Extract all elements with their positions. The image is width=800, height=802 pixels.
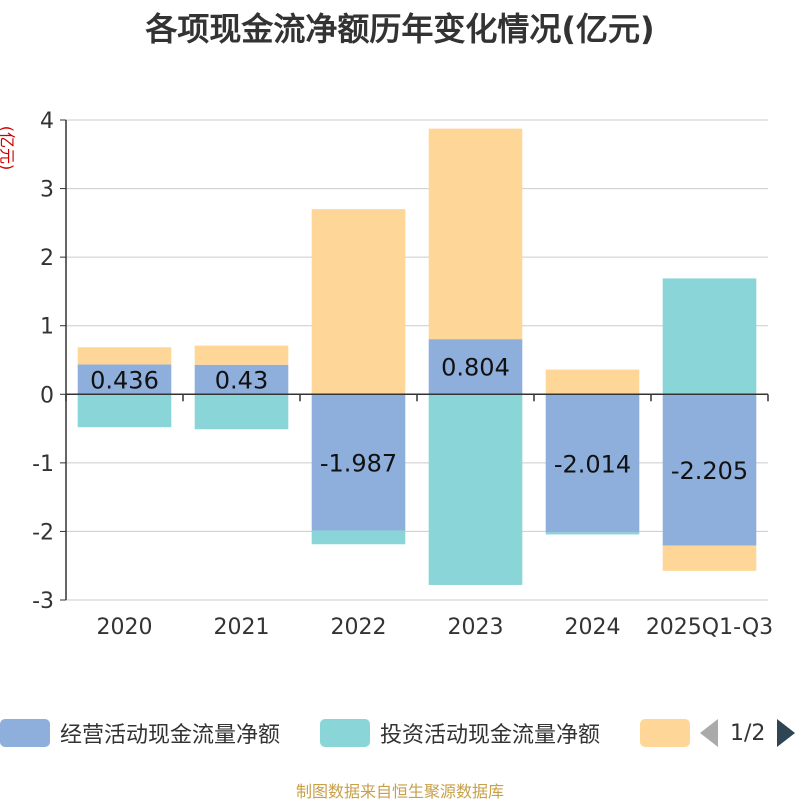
y-tick-label: 4 xyxy=(40,109,54,134)
y-tick-label: 3 xyxy=(40,178,54,203)
y-tick-label: -3 xyxy=(32,589,54,614)
data-label-operating: -2.205 xyxy=(671,457,748,485)
y-tick-label: -1 xyxy=(32,452,54,477)
bar-financing xyxy=(194,345,289,365)
legend: 经营活动现金流量净额 投资活动现金流量净额 1/2 xyxy=(0,712,800,756)
chart-plot: -3 -2 -1 0 1 2 3 4 2020 2021 2022 2023 2024 2025Q1-Q… xyxy=(32,109,773,640)
x-tick-label: 2025Q1-Q3 xyxy=(646,615,773,640)
bar-investing xyxy=(77,394,172,428)
data-label-operating: 0.436 xyxy=(90,366,159,394)
legend-swatch-operating xyxy=(0,719,50,747)
legend-prev-page-icon[interactable] xyxy=(700,719,718,747)
legend-item-financing[interactable] xyxy=(640,718,690,748)
legend-pager: 1/2 xyxy=(700,718,796,748)
x-tick-label: 2020 xyxy=(97,615,153,640)
data-label-operating: 0.804 xyxy=(441,354,510,382)
bar-operating xyxy=(428,339,523,395)
bar-financing xyxy=(662,545,757,571)
data-label-operating: 0.43 xyxy=(215,367,268,395)
bar-operating xyxy=(545,394,640,533)
legend-swatch-financing xyxy=(640,719,690,747)
y-tick-label: 1 xyxy=(40,315,54,340)
y-tick-label: 0 xyxy=(40,383,54,408)
bar-investing xyxy=(311,530,406,545)
legend-label-investing: 投资活动现金流量净额 xyxy=(380,723,601,748)
bar-investing xyxy=(662,278,757,395)
bar-investing xyxy=(545,532,640,535)
legend-swatch-investing xyxy=(320,719,370,747)
y-tick-label: 2 xyxy=(40,246,54,271)
bar-investing xyxy=(428,394,523,585)
bar-financing xyxy=(77,347,172,365)
legend-label-operating: 经营活动现金流量净额 xyxy=(60,723,281,748)
x-tick-label: 2022 xyxy=(331,615,387,640)
legend-page-indicator: 1/2 xyxy=(730,720,766,746)
chart-title: 各项现金流净额历年变化情况(亿元) xyxy=(145,10,655,48)
bar-financing xyxy=(428,128,523,340)
source-note: 制图数据来自恒生聚源数据库 xyxy=(295,782,504,801)
data-label-operating: -1.987 xyxy=(320,449,397,477)
bar-operating xyxy=(194,364,289,395)
data-label-operating: -2.014 xyxy=(554,450,631,478)
y-tick-label: -2 xyxy=(32,520,54,545)
bar-financing xyxy=(545,369,640,395)
bar-operating xyxy=(311,394,406,531)
legend-next-page-icon[interactable] xyxy=(777,719,796,747)
bar-operating xyxy=(77,364,172,395)
bar-financing xyxy=(311,209,406,395)
bar-investing xyxy=(194,394,289,430)
x-tick-label: 2021 xyxy=(214,615,270,640)
x-tick-label: 2023 xyxy=(448,615,504,640)
legend-item-investing[interactable]: 投资活动现金流量净额 xyxy=(320,718,600,748)
bar-operating xyxy=(662,394,757,546)
x-tick-label: 2024 xyxy=(565,615,621,640)
legend-item-operating[interactable]: 经营活动现金流量净额 xyxy=(0,718,280,748)
